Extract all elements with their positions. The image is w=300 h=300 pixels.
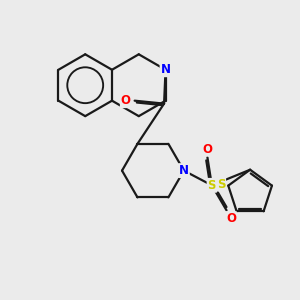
Text: N: N	[160, 63, 170, 76]
Text: O: O	[202, 142, 212, 156]
Text: N: N	[179, 164, 189, 177]
Text: S: S	[217, 178, 225, 190]
Text: S: S	[208, 179, 216, 192]
Text: O: O	[226, 212, 236, 225]
Text: O: O	[121, 94, 131, 107]
